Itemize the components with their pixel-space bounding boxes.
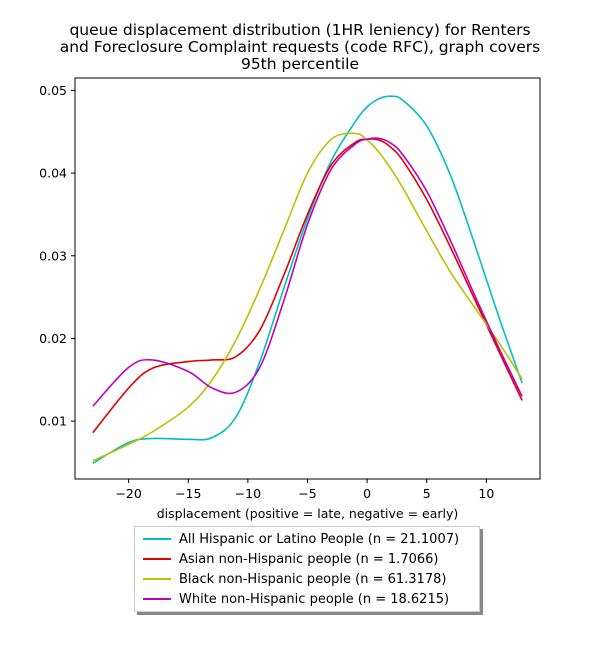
chart-title-line-1: queue displacement distribution (1HR len…	[69, 21, 531, 39]
legend-label-hispanic: All Hispanic or Latino People (n = 21.10…	[179, 531, 460, 547]
y-tick-label: 0.04	[39, 166, 67, 181]
legend-swatch-hispanic	[143, 538, 171, 540]
x-axis-ticks: −20 −15 −10 −5 0 5 10	[115, 479, 494, 501]
legend: All Hispanic or Latino People (n = 21.10…	[134, 526, 480, 612]
legend-swatch-black	[143, 578, 171, 580]
series-line-hispanic	[92, 95, 523, 464]
legend-label-black: Black non-Hispanic people (n = 61.3178)	[179, 571, 447, 587]
x-tick-label: 10	[478, 486, 494, 501]
chart-title-line-2: and Foreclosure Complaint requests (code…	[59, 38, 541, 56]
x-tick-label: −10	[235, 486, 261, 501]
y-tick-label: 0.01	[39, 414, 67, 429]
x-tick-label: −5	[298, 486, 316, 501]
y-tick-label: 0.03	[39, 248, 67, 263]
y-tick-label: 0.02	[39, 331, 67, 346]
chart-title-line-3: 95th percentile	[240, 55, 360, 73]
legend-entry-hispanic: All Hispanic or Latino People (n = 21.10…	[143, 529, 459, 549]
x-tick-label: 0	[363, 486, 371, 501]
x-tick-label: −20	[115, 486, 141, 501]
legend-label-white: White non-Hispanic people (n = 18.6215)	[179, 591, 450, 607]
legend-swatch-asian	[143, 558, 171, 560]
legend-entry-white: White non-Hispanic people (n = 18.6215)	[143, 589, 449, 609]
x-tick-label: 5	[423, 486, 431, 501]
legend-swatch-white	[143, 598, 171, 600]
series-line-asian	[92, 138, 523, 434]
legend-label-asian: Asian non-Hispanic people (n = 1.7066)	[179, 551, 439, 567]
series-lines	[92, 95, 523, 464]
x-tick-label: −15	[175, 486, 201, 501]
series-line-white	[92, 137, 523, 407]
legend-entry-black: Black non-Hispanic people (n = 61.3178)	[143, 569, 446, 589]
y-tick-label: 0.05	[39, 83, 67, 98]
plot-frame	[74, 77, 541, 480]
y-axis-ticks: 0.01 0.02 0.03 0.04 0.05	[39, 83, 75, 429]
series-line-black	[92, 132, 523, 462]
x-axis-label: displacement (positive = late, negative …	[156, 506, 459, 521]
legend-entry-asian: Asian non-Hispanic people (n = 1.7066)	[143, 549, 438, 569]
